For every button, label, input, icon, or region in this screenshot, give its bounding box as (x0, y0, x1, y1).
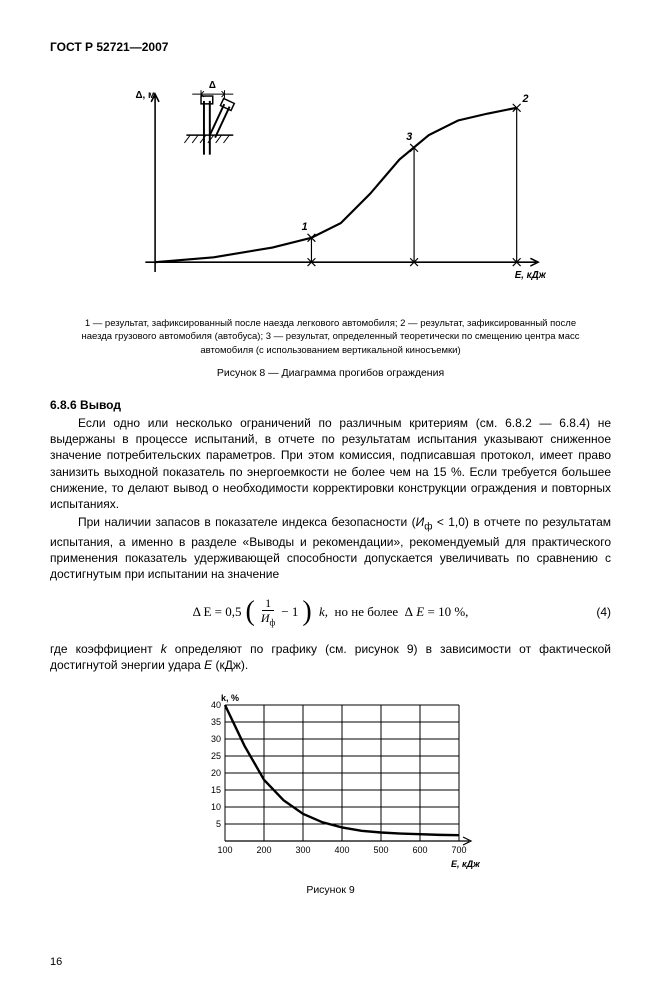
svg-text:500: 500 (373, 845, 388, 855)
figure-9: 5 10 15 20 25 30 35 40 100 200 300 400 500 600 700 k,… (50, 691, 611, 874)
svg-text:700: 700 (451, 845, 466, 855)
paragraph-2: При наличии запасов в показателе индекса… (50, 514, 611, 582)
svg-text:30: 30 (210, 734, 220, 744)
svg-text:35: 35 (210, 717, 220, 727)
figure-8: Δ, м E, кДж 1 2 3 Δ (50, 64, 611, 307)
doc-header: ГОСТ Р 52721—2007 (50, 40, 611, 54)
svg-text:400: 400 (334, 845, 349, 855)
svg-text:Δ, м: Δ, м (135, 90, 155, 101)
svg-text:600: 600 (412, 845, 427, 855)
svg-text:100: 100 (217, 845, 232, 855)
svg-text:Δ: Δ (208, 80, 215, 91)
svg-text:40: 40 (210, 700, 220, 710)
svg-text:E, кДж: E, кДж (451, 859, 480, 869)
svg-text:20: 20 (210, 768, 220, 778)
equation-number: (4) (596, 605, 611, 619)
svg-text:25: 25 (210, 751, 220, 761)
svg-text:200: 200 (256, 845, 271, 855)
svg-text:10: 10 (210, 802, 220, 812)
svg-text:1: 1 (301, 221, 307, 233)
svg-text:3: 3 (406, 131, 412, 143)
svg-text:2: 2 (521, 93, 528, 105)
paragraph-1: Если одно или несколько ограничений по р… (50, 415, 611, 512)
figure-8-legend: 1 — результат, зафиксированный после нае… (70, 317, 591, 357)
svg-text:5: 5 (215, 819, 220, 829)
figure-8-caption: Рисунок 8 — Диаграмма прогибов ограждени… (50, 367, 611, 379)
figure-9-caption: Рисунок 9 (50, 884, 611, 896)
svg-text:15: 15 (210, 785, 220, 795)
svg-text:k, %: k, % (221, 693, 239, 703)
page-number: 16 (50, 956, 611, 968)
svg-text:E, кДж: E, кДж (514, 270, 545, 281)
equation-4: Δ E = 0,5 ( 1 Иф − 1 ) k, но не более Δ … (50, 597, 611, 627)
paragraph-3: где коэффициент k определяют по графику … (50, 641, 611, 673)
svg-text:300: 300 (295, 845, 310, 855)
section-heading: 6.8.6 Вывод (50, 397, 611, 413)
